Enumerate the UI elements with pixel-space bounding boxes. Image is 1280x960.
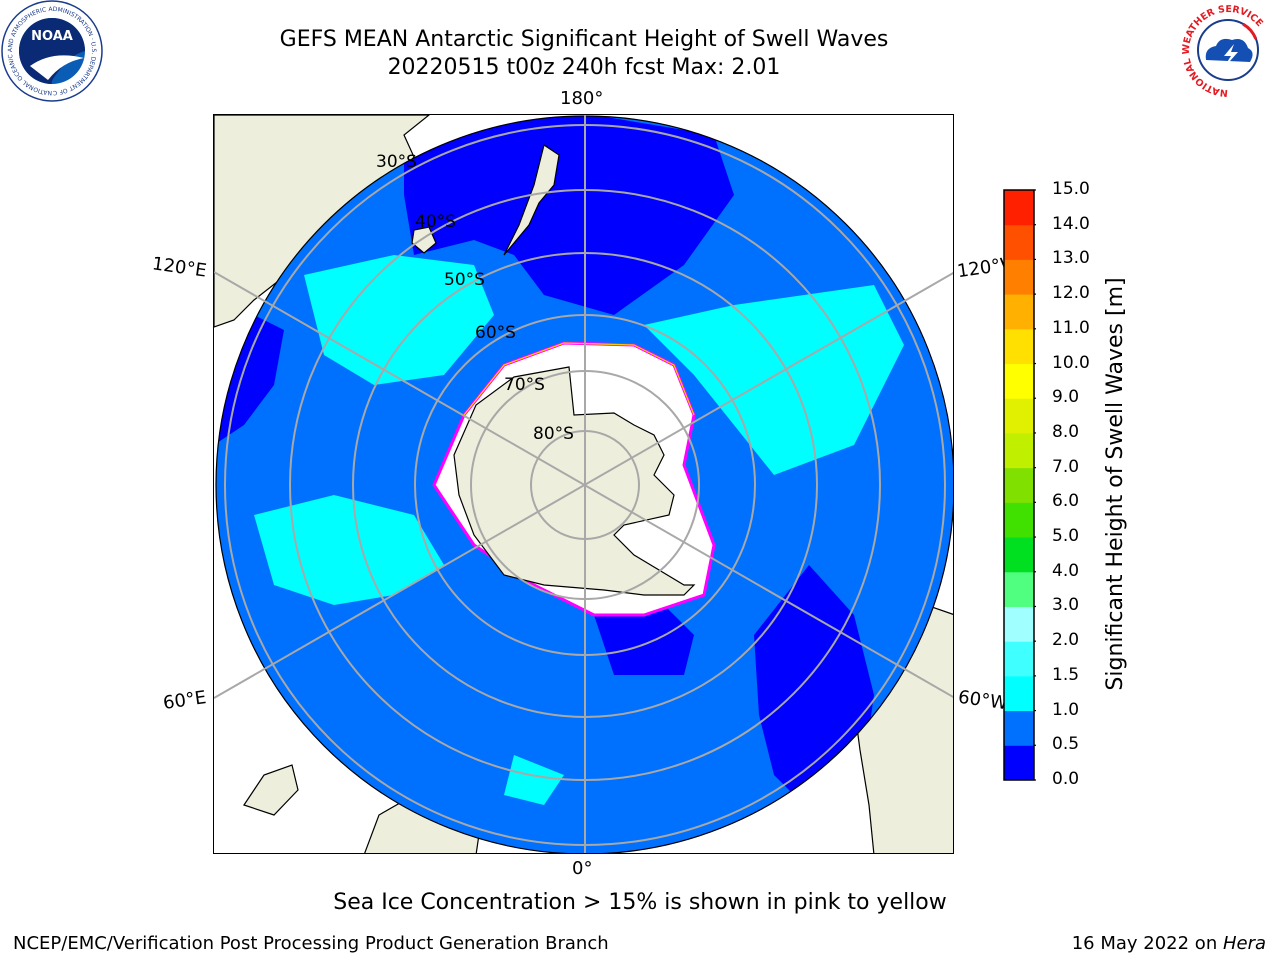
sea-ice-note: Sea Ice Concentration > 15% is shown in … <box>333 890 947 915</box>
colorbar-tick-label: 7.0 <box>1052 456 1080 477</box>
swell-high-south-australia <box>304 255 494 385</box>
colorbar-segment <box>1004 294 1034 330</box>
colorbar-segment <box>1004 710 1034 746</box>
colorbar-segment <box>1004 745 1034 781</box>
nws-logo: NATIONAL WEATHER SERVICE <box>1179 1 1277 99</box>
map-subtitle: 20220515 t00z 240h fcst Max: 2.01 <box>387 55 781 80</box>
map-title: GEFS MEAN Antarctic Significant Height o… <box>279 27 889 52</box>
colorbar-tick-label: 14.0 <box>1052 213 1090 234</box>
colorbar <box>1003 189 1036 781</box>
colorbar-tick-label: 1.5 <box>1052 664 1080 685</box>
colorbar-tick-label: 9.0 <box>1052 387 1080 408</box>
land-antarctica <box>453 366 696 596</box>
colorbar-tick-label: 13.0 <box>1052 248 1090 269</box>
lon-label-60e: 60°E <box>161 687 208 714</box>
land-new-zealand <box>503 144 560 256</box>
colorbar-segment <box>1004 259 1034 295</box>
swell-high-indian-ocean <box>254 495 444 605</box>
colorbar-tick-label: 12.0 <box>1052 283 1090 304</box>
footer-date-text: 16 May 2022 on <box>1071 933 1223 954</box>
colorbar-tick-label: 11.0 <box>1052 317 1090 338</box>
colorbar-tick-label: 3.0 <box>1052 595 1080 616</box>
meridian-60e-120w <box>214 271 953 699</box>
swell-high-south-pacific <box>644 285 904 475</box>
sea-ice-edge-yellow <box>463 342 695 416</box>
colorbar-tick-label: 0.0 <box>1052 769 1080 789</box>
polar-map <box>213 114 954 854</box>
footer-date: 16 May 2022 on Hera <box>1072 933 1266 954</box>
graticule <box>214 115 953 853</box>
noaa-logo-text: NOAA <box>31 29 73 44</box>
colorbar-segment <box>1004 571 1034 607</box>
colorbar-segment <box>1004 537 1034 573</box>
swell-low-tasman <box>404 116 734 315</box>
colorbar-segment <box>1004 224 1034 260</box>
colorbar-tick-label: 0.5 <box>1052 734 1080 755</box>
colorbar-segment <box>1004 606 1034 642</box>
colorbar-tick-label: 8.0 <box>1052 421 1080 442</box>
colorbar-segment <box>1004 363 1034 399</box>
colorbar-segment <box>1004 328 1034 365</box>
colorbar-tick-label: 6.0 <box>1052 491 1080 512</box>
lat-label-50s: 50°S <box>444 270 485 290</box>
colorbar-tick-label: 5.0 <box>1052 526 1080 547</box>
lon-label-180: 180° <box>560 88 604 109</box>
colorbar-segment <box>1004 432 1034 469</box>
colorbar-tick-label: 15.0 <box>1052 179 1090 199</box>
noaa-logo: NATIONAL OCEANIC AND ATMOSPHERIC ADMINIS… <box>0 0 103 102</box>
lat-label-40s: 40°S <box>415 212 456 232</box>
colorbar-segment <box>1004 398 1034 434</box>
polar-map-svg <box>214 115 953 853</box>
colorbar-frame <box>1003 189 1035 781</box>
colorbar-tick-label: 10.0 <box>1052 352 1090 373</box>
swell-low-bellingshausen <box>594 605 694 675</box>
footer-credit: NCEP/EMC/Verification Post Processing Pr… <box>13 933 609 954</box>
lat-label-80s: 80°S <box>533 424 574 444</box>
colorbar-segment <box>1004 641 1034 677</box>
colorbar-segment <box>1004 190 1034 226</box>
colorbar-segment <box>1004 467 1034 503</box>
lat-label-60s: 60°S <box>475 323 516 343</box>
colorbar-tick-label: 1.0 <box>1052 699 1080 720</box>
colorbar-segment <box>1004 675 1034 712</box>
colorbar-tick-label: 4.0 <box>1052 560 1080 581</box>
land-madagascar <box>243 764 299 816</box>
lon-label-0: 0° <box>572 858 593 879</box>
colorbar-title: Significant Height of Swell Waves [m] <box>1103 277 1128 691</box>
lon-label-120e: 120°E <box>150 253 208 282</box>
colorbar-tick-label: 2.0 <box>1052 630 1080 651</box>
footer-host: Hera <box>1222 933 1266 954</box>
lat-label-70s: 70°S <box>504 375 545 395</box>
swell-high-south-atlantic <box>504 755 564 805</box>
lat-label-30s: 30°S <box>376 152 417 172</box>
colorbar-segment <box>1004 502 1034 538</box>
